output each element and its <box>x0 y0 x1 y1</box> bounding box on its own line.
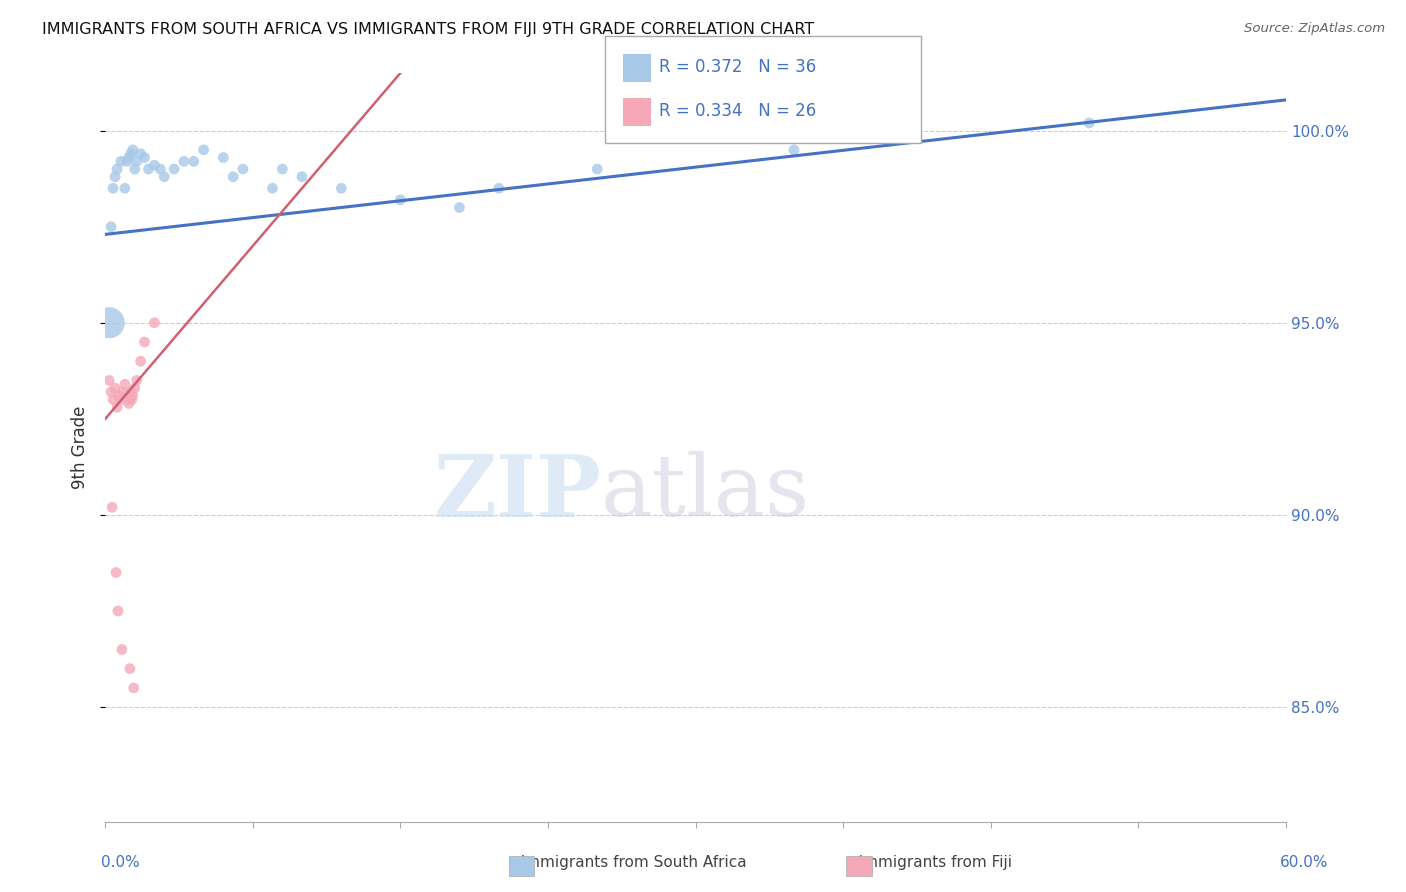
Text: IMMIGRANTS FROM SOUTH AFRICA VS IMMIGRANTS FROM FIJI 9TH GRADE CORRELATION CHART: IMMIGRANTS FROM SOUTH AFRICA VS IMMIGRAN… <box>42 22 814 37</box>
Point <box>193 143 215 157</box>
Point <box>104 381 127 395</box>
Point <box>129 354 152 368</box>
Text: 0.0%: 0.0% <box>101 855 141 870</box>
Point <box>149 162 172 177</box>
Point <box>121 143 143 157</box>
Point <box>488 181 510 195</box>
Point <box>271 162 294 177</box>
Point <box>262 181 284 195</box>
Point <box>232 162 254 177</box>
Text: atlas: atlas <box>602 451 810 534</box>
Point <box>105 401 128 415</box>
Text: Immigrants from South Africa: Immigrants from South Africa <box>506 855 747 870</box>
Point <box>783 143 806 157</box>
Point <box>120 146 142 161</box>
Point <box>101 392 124 407</box>
Point <box>389 193 412 207</box>
Y-axis label: 9th Grade: 9th Grade <box>72 406 89 490</box>
Point <box>105 162 128 177</box>
Point <box>138 162 160 177</box>
Point <box>153 169 176 184</box>
Point <box>98 316 121 330</box>
Point <box>212 151 235 165</box>
Point <box>173 154 195 169</box>
Point <box>330 181 353 195</box>
Text: R = 0.334   N = 26: R = 0.334 N = 26 <box>659 102 817 120</box>
Point <box>101 500 124 515</box>
Point <box>120 384 142 399</box>
Point <box>100 219 122 234</box>
Point <box>134 334 156 349</box>
Point <box>1078 116 1101 130</box>
Point <box>104 169 127 184</box>
Point <box>122 681 145 695</box>
Text: 60.0%: 60.0% <box>1281 855 1329 870</box>
Point <box>105 566 128 580</box>
Point <box>114 181 136 195</box>
Point <box>98 373 121 387</box>
Point <box>183 154 205 169</box>
Point <box>143 158 166 172</box>
Point <box>115 154 138 169</box>
Point <box>117 392 139 407</box>
Point <box>115 389 138 403</box>
Point <box>125 373 148 387</box>
Point <box>110 154 132 169</box>
Point <box>291 169 314 184</box>
Point <box>108 389 131 403</box>
Point <box>107 604 129 618</box>
Point <box>124 162 146 177</box>
Point <box>118 662 141 676</box>
Text: Immigrants from Fiji: Immigrants from Fiji <box>844 855 1011 870</box>
Point <box>449 201 471 215</box>
Point <box>101 181 124 195</box>
Point <box>118 151 141 165</box>
Point <box>143 316 166 330</box>
Point <box>111 642 134 657</box>
Point <box>121 389 143 403</box>
Point <box>121 392 143 407</box>
Point <box>134 151 156 165</box>
Point <box>586 162 609 177</box>
Point <box>124 381 146 395</box>
Point <box>163 162 186 177</box>
Point <box>125 154 148 169</box>
Text: ZIP: ZIP <box>433 450 602 534</box>
Point <box>222 169 245 184</box>
Point <box>129 146 152 161</box>
Text: Source: ZipAtlas.com: Source: ZipAtlas.com <box>1244 22 1385 36</box>
Point <box>118 396 141 410</box>
Text: R = 0.372   N = 36: R = 0.372 N = 36 <box>659 58 817 76</box>
Point <box>100 384 122 399</box>
Point <box>114 377 136 392</box>
Point <box>110 392 132 407</box>
Point <box>111 384 134 399</box>
